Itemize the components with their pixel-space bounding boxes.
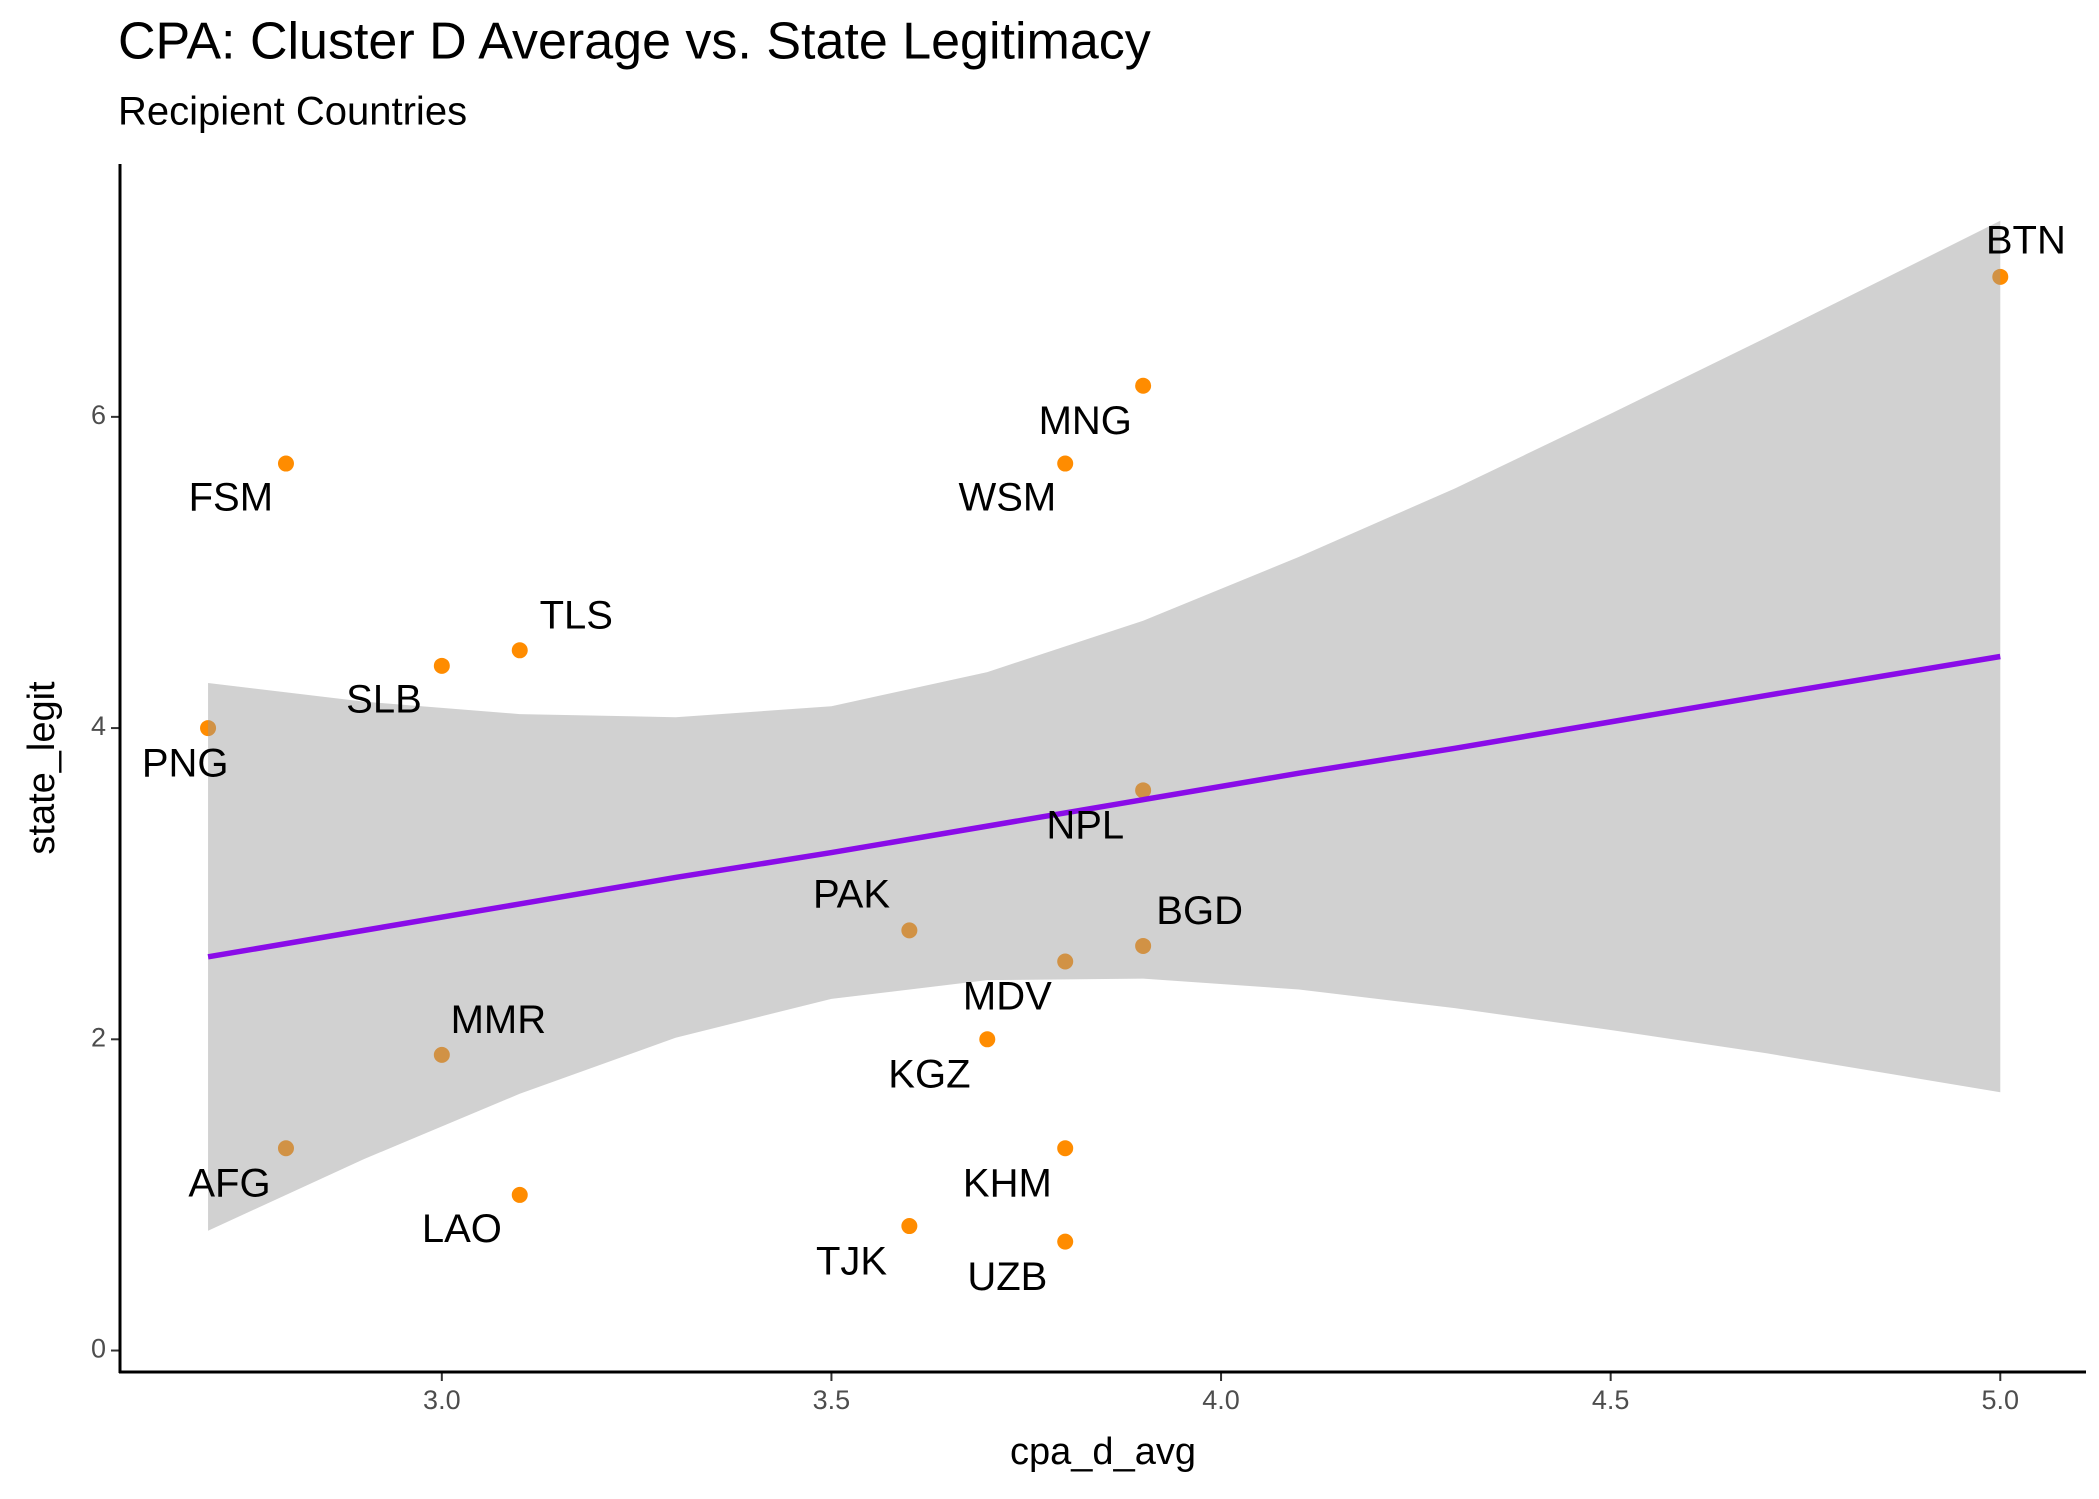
point <box>511 642 528 659</box>
point-label: MDV <box>963 975 1052 1019</box>
point <box>200 720 217 737</box>
point-label: PNG <box>142 741 229 785</box>
point-label: BTN <box>1986 219 2066 263</box>
chart-subtitle: Recipient Countries <box>118 90 467 134</box>
point-label: MMR <box>451 998 547 1042</box>
point-label: PAK <box>813 872 890 916</box>
point <box>511 1186 528 1203</box>
point <box>277 455 294 472</box>
point <box>1135 377 1152 394</box>
x-axis-title: cpa_d_avg <box>1010 1431 1196 1473</box>
point-label: TJK <box>816 1239 887 1283</box>
confidence-band <box>208 220 2001 1231</box>
point <box>901 922 918 939</box>
point <box>1057 1233 1074 1250</box>
point <box>1135 782 1152 799</box>
point <box>901 1218 918 1235</box>
y-tick-label: 6 <box>91 400 106 430</box>
point <box>1057 1140 1074 1157</box>
x-tick-label: 4.5 <box>1592 1385 1630 1415</box>
point <box>1992 268 2009 285</box>
point-label: MNG <box>1039 399 1132 443</box>
point <box>433 657 450 674</box>
point-label: TLS <box>540 594 613 638</box>
y-tick-label: 4 <box>91 711 106 741</box>
point <box>277 1140 294 1157</box>
point <box>1057 455 1074 472</box>
x-tick-label: 5.0 <box>1982 1385 2020 1415</box>
y-tick-label: 0 <box>91 1334 106 1364</box>
point-label: NPL <box>1046 804 1124 848</box>
point-label: AFG <box>188 1161 270 1205</box>
point <box>979 1031 996 1048</box>
point-label: KGZ <box>888 1053 970 1097</box>
chart-title: CPA: Cluster D Average vs. State Legitim… <box>118 13 1151 71</box>
point <box>433 1046 450 1063</box>
point-label: KHM <box>963 1161 1052 1205</box>
x-tick-label: 3.0 <box>423 1385 461 1415</box>
point-label: WSM <box>958 475 1056 519</box>
point-label: LAO <box>422 1207 502 1251</box>
point <box>1057 953 1074 970</box>
fit-line <box>207 653 2001 960</box>
y-axis-title: state_legit <box>21 681 63 855</box>
point-label: SLB <box>346 678 422 722</box>
y-tick-label: 2 <box>91 1022 106 1052</box>
x-tick-label: 3.5 <box>813 1385 851 1415</box>
point-label: BGD <box>1156 889 1243 933</box>
x-tick-label: 4.0 <box>1202 1385 1240 1415</box>
point-label: FSM <box>189 475 273 519</box>
point <box>1135 937 1152 954</box>
point-label: UZB <box>967 1255 1047 1299</box>
